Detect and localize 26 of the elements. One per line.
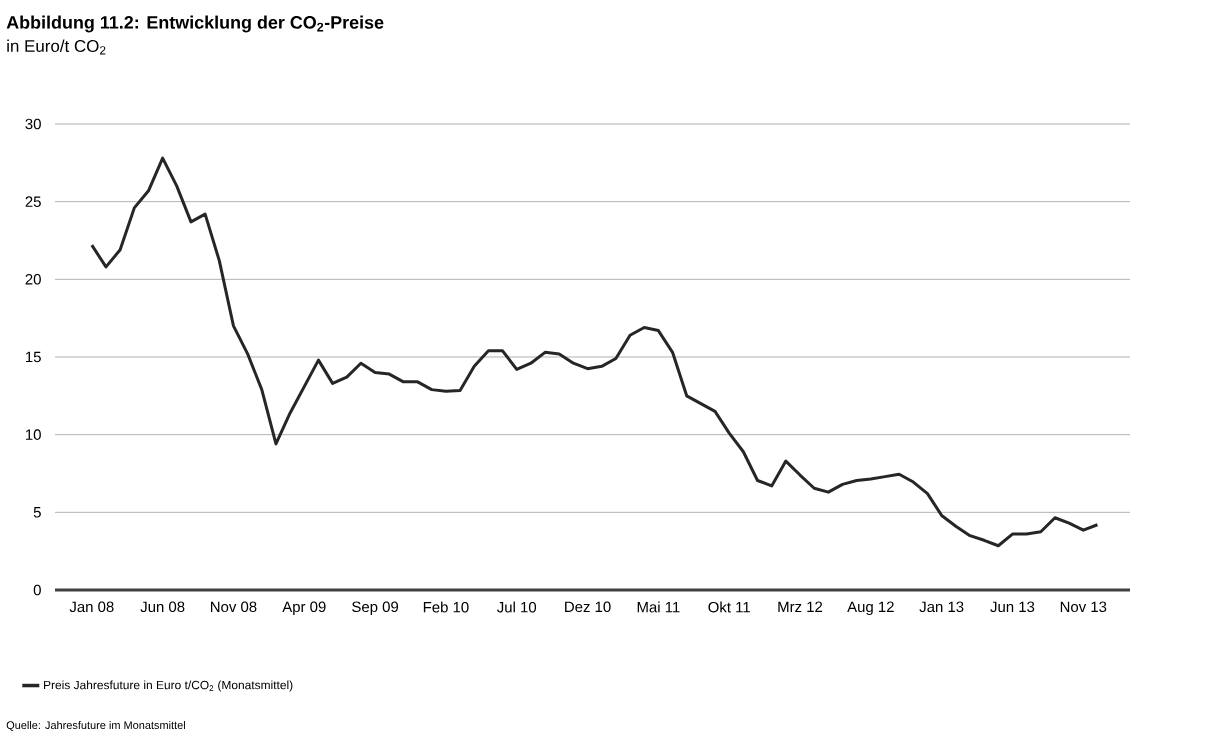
x-tick-label: Jun 13 bbox=[990, 601, 1035, 613]
x-tick-label: Mai 11 bbox=[637, 601, 680, 613]
x-tick-label: Jan 08 bbox=[69, 601, 114, 613]
x-tick-label: Jan 13 bbox=[919, 601, 964, 613]
chart-title: Abbildung 11.2: Entwicklung der CO$_{2}$-Preise bbox=[6, 15, 384, 33]
x-tick-label: Jun 08 bbox=[140, 601, 185, 613]
x-tick-label: Aug 12 bbox=[847, 601, 894, 616]
x-tick-label: Okt 11 bbox=[708, 601, 750, 613]
y-tick-label: 0 bbox=[33, 584, 41, 596]
y-tick-label: 20 bbox=[25, 274, 41, 285]
x-tick-label: Apr 09 bbox=[282, 601, 326, 616]
y-tick-label: 5 bbox=[33, 507, 41, 518]
x-tick-label: Dez 10 bbox=[565, 601, 611, 613]
x-tick-label: Nov 08 bbox=[211, 601, 257, 613]
y-tick-label: 10 bbox=[26, 429, 41, 440]
y-tick-label: 25 bbox=[25, 196, 41, 207]
source-note: Quelle: Jahresfuture im Monatsmittel bbox=[6, 721, 185, 731]
y-tick-label: 15 bbox=[26, 351, 41, 363]
x-tick-label: Jul 10 bbox=[497, 601, 537, 613]
x-tick-label: Mrz 12 bbox=[778, 601, 823, 612]
legend-label: Preis Jahresfuture in Euro t/CO$_{2}$ (Monatsmittel) bbox=[44, 680, 293, 692]
x-tick-label: Sep 09 bbox=[352, 601, 399, 616]
x-tick-label: Nov 13 bbox=[1060, 601, 1107, 613]
y-tick-label: 30 bbox=[25, 118, 41, 130]
x-tick-label: Feb 10 bbox=[423, 601, 469, 613]
y-axis-title: in Euro/t CO$_{2}$ bbox=[7, 39, 106, 55]
